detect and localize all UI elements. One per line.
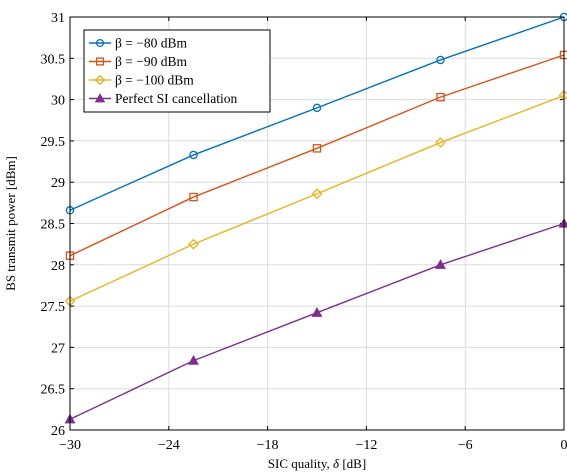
legend-item: β = −90 dBm <box>89 54 187 69</box>
data-point-diamond <box>311 188 323 200</box>
data-point-circle <box>95 38 105 48</box>
y-tick-label: 29.5 <box>41 135 66 150</box>
legend-label: Perfect SI cancellation <box>115 91 237 106</box>
data-point-triangle <box>311 307 323 317</box>
data-point-triangle <box>435 259 446 269</box>
series-line <box>69 16 565 211</box>
x-axis-title: SIC quality, δ [dB] <box>268 456 366 471</box>
y-tick-label: 27.5 <box>41 300 66 315</box>
plot-frame <box>69 16 565 431</box>
x-tick-label: −18 <box>257 438 279 453</box>
data-point-circle <box>436 55 445 65</box>
x-tick-label: −12 <box>355 438 377 453</box>
y-tick-label: 30 <box>51 94 65 109</box>
data-point-square <box>312 144 322 153</box>
y-tick-label: 28.5 <box>41 218 66 233</box>
data-point-diamond <box>435 137 446 148</box>
data-point-square <box>436 92 445 102</box>
legend-label: β = −90 dBm <box>115 54 187 69</box>
series-line <box>69 54 565 257</box>
data-point-triangle <box>94 93 106 103</box>
y-tick-label: 28 <box>51 259 65 274</box>
data-point-square <box>95 57 105 66</box>
y-tick-label: 30.5 <box>41 52 66 67</box>
legend-label: β = −80 dBm <box>115 36 187 51</box>
legend-item: β = −100 dBm <box>89 73 194 88</box>
series-2 <box>64 90 567 307</box>
data-point-diamond <box>188 238 199 250</box>
data-point-square <box>189 192 198 202</box>
series-0 <box>65 12 567 215</box>
x-tick-label: 0 <box>561 438 567 453</box>
x-tick-label: −30 <box>59 438 81 453</box>
legend-box <box>83 29 271 113</box>
data-point-diamond <box>94 74 106 86</box>
y-axis-ticks: 26 26.5 27 27.5 28 28.5 29 29.5 30 30.5 31 <box>41 11 564 439</box>
legend: β = −80 dBm β = −90 dBm β = −100 dBm Perfec… <box>83 29 271 113</box>
data-point-circle <box>312 103 322 113</box>
series-line <box>69 94 565 302</box>
x-axis-ticks: −30 −24 −18 −12 −6 0 <box>59 17 567 453</box>
data-point-triangle <box>188 354 199 365</box>
y-tick-label: 26.5 <box>41 383 66 398</box>
data-point-circle <box>189 150 198 160</box>
y-tick-label: 26 <box>51 424 65 439</box>
y-tick-label: 29 <box>51 176 65 191</box>
y-axis-title: BS transmit power [dBm] <box>3 156 18 291</box>
legend-item: Perfect SI cancellation <box>89 91 237 106</box>
legend-item: β = −80 dBm <box>89 36 187 51</box>
legend-label: β = −100 dBm <box>115 73 194 88</box>
x-tick-label: −24 <box>158 438 180 453</box>
series-layer <box>64 12 567 424</box>
x-tick-label: −6 <box>458 438 473 453</box>
y-tick-label: 27 <box>51 341 65 356</box>
series-line <box>69 222 565 420</box>
series-3 <box>64 217 567 424</box>
y-tick-label: 31 <box>51 11 65 26</box>
